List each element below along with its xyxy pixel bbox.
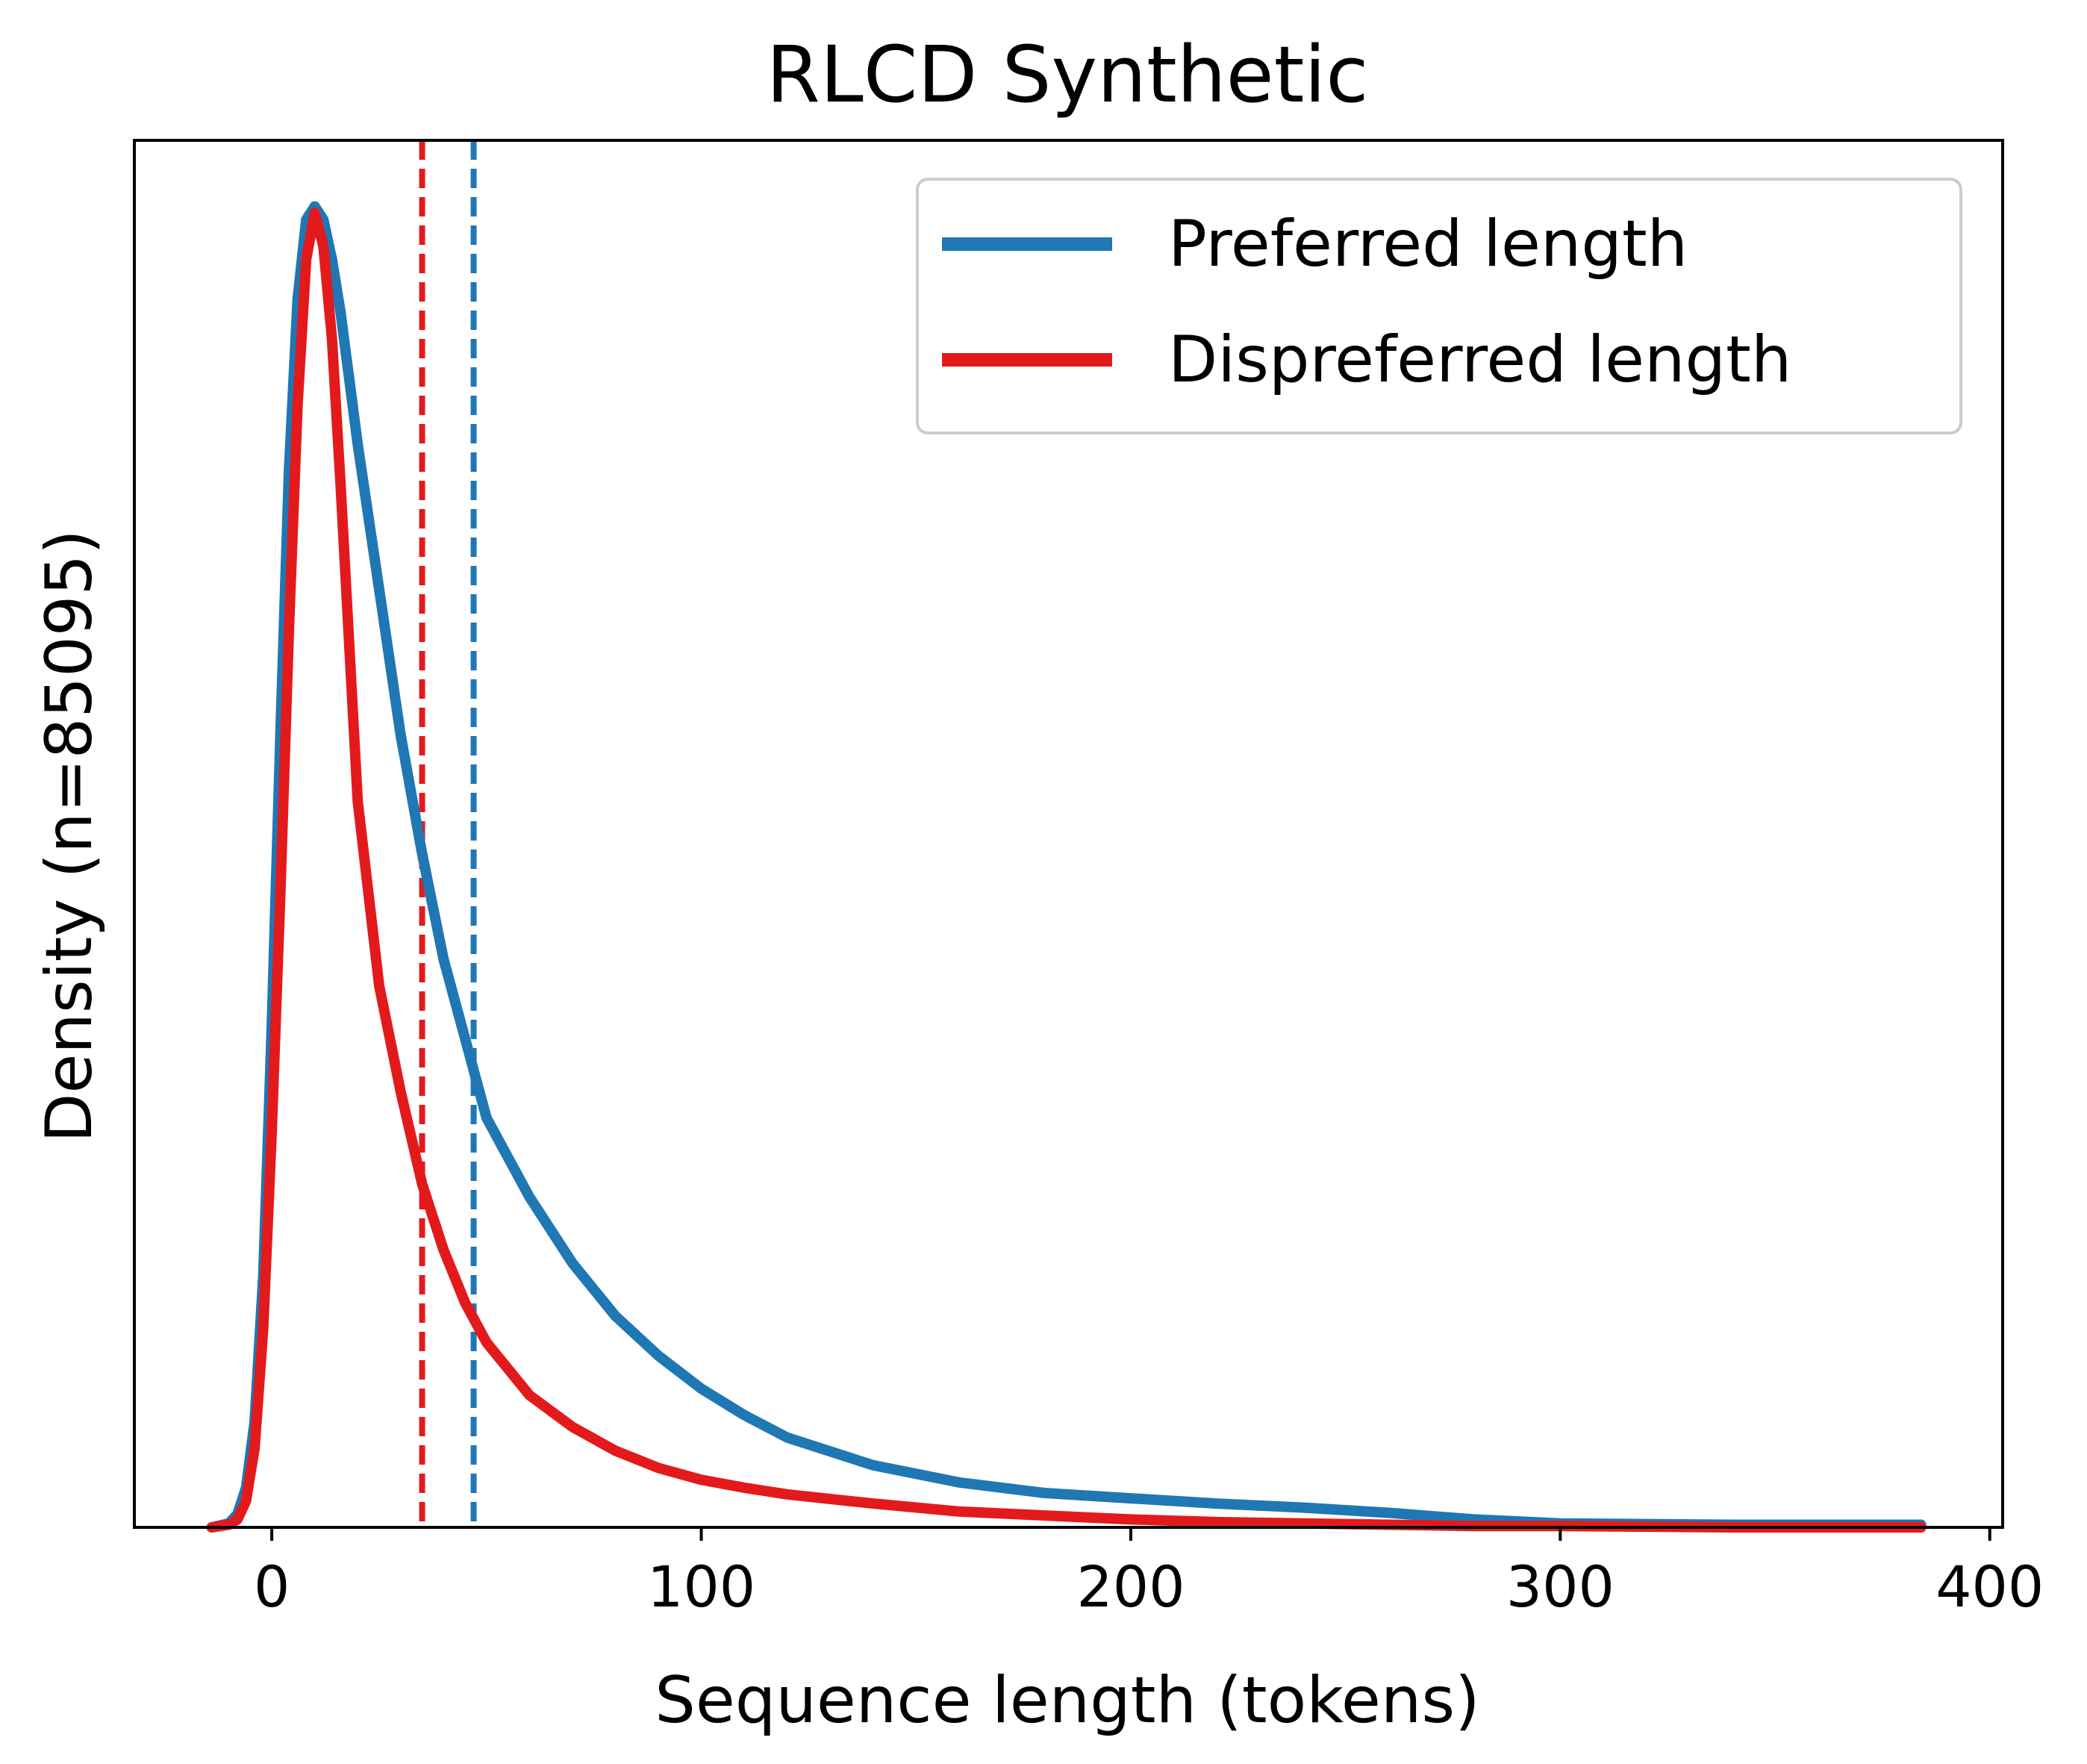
chart-title: RLCD Synthetic (767, 29, 1369, 120)
x-tick-label: 100 (647, 1553, 755, 1620)
legend: Preferred length Dispreferred length (916, 178, 1962, 434)
x-tick-label: 200 (1076, 1553, 1185, 1620)
x-tick-label: 400 (1935, 1553, 2044, 1620)
legend-label-dispreferred: Dispreferred length (1168, 322, 1791, 397)
x-axis-label: Sequence length (tokens) (655, 1663, 1479, 1738)
legend-box (916, 178, 1962, 434)
x-axis-ticks: 0 100 200 300 400 (254, 1527, 2044, 1620)
legend-label-preferred: Preferred length (1168, 207, 1688, 281)
y-axis-label: Density (n=85095) (32, 529, 107, 1143)
axes-frame (133, 139, 2004, 1529)
plot-area (206, 140, 1927, 1533)
x-tick-label: 300 (1506, 1553, 1615, 1620)
x-tick-label: 0 (254, 1553, 290, 1620)
dispreferred-length-line (206, 208, 1927, 1533)
series-lines (206, 201, 1927, 1533)
